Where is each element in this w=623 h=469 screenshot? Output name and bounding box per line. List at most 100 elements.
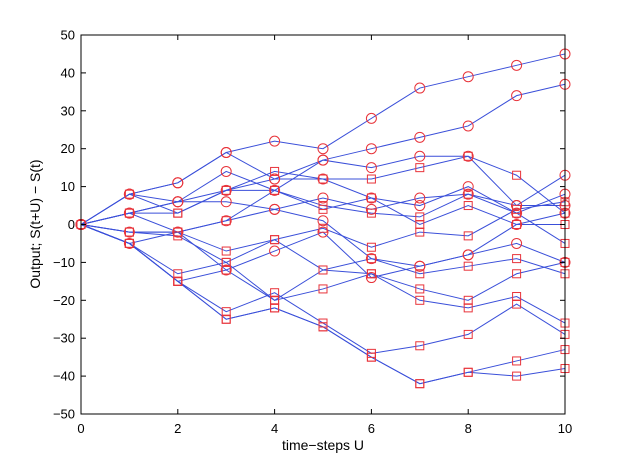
series-12-point-7 xyxy=(414,260,426,272)
series-9-point-9 xyxy=(511,219,523,230)
series-7-point-3 xyxy=(221,185,231,195)
series-8-point-4 xyxy=(270,185,280,195)
series-17-point-1 xyxy=(124,238,134,248)
series-8-point-3 xyxy=(221,216,231,226)
series-1-point-4 xyxy=(269,135,281,147)
y-tick-label: 10 xyxy=(61,179,75,194)
x-tick-label: 6 xyxy=(368,421,375,436)
series-6-point-6 xyxy=(365,203,377,215)
series-11-point-9 xyxy=(512,254,522,264)
series-3-point-1 xyxy=(123,188,135,200)
series-16-point-9 xyxy=(512,356,522,366)
series-15-point-9 xyxy=(512,299,522,309)
x-tick-label: 2 xyxy=(174,421,181,436)
series-17-point-3 xyxy=(221,314,231,324)
series-10-point-9 xyxy=(512,204,522,214)
series-8-point-9 xyxy=(512,220,522,229)
series-2-point-7 xyxy=(414,131,426,143)
series-1-point-6 xyxy=(365,112,377,124)
series-10-point-6 xyxy=(366,242,376,252)
series-8-point-5 xyxy=(318,204,328,214)
series-4-point-1 xyxy=(124,189,134,199)
series-3-point-5 xyxy=(317,154,329,166)
series-10-point-7 xyxy=(415,227,425,237)
series-5-point-7 xyxy=(414,200,426,212)
series-6-point-8 xyxy=(462,188,474,200)
series-14-point-7 xyxy=(415,295,425,305)
series-17-point-9 xyxy=(512,371,522,381)
axis-ticks: 0 2 4 6 8 10 −50 −40 −30 −20 −10 0 10 20 30 40 50 xyxy=(53,28,572,437)
series-11-point-4 xyxy=(270,235,280,245)
x-axis-title: time−steps U xyxy=(282,437,364,453)
series-9-point-3 xyxy=(220,215,232,227)
series-12-point-6 xyxy=(365,272,377,284)
series-2-point-6 xyxy=(365,143,377,155)
series-3-point-8 xyxy=(462,150,474,162)
y-tick-label: −50 xyxy=(53,407,75,422)
series-line-6 xyxy=(80,193,565,225)
x-tick-label: 10 xyxy=(558,421,572,436)
y-tick-label: 30 xyxy=(61,103,75,118)
series-12-point-3 xyxy=(220,264,232,276)
series-12-point-8 xyxy=(462,249,474,261)
series-13-point-7 xyxy=(415,284,425,294)
series-11-point-6 xyxy=(366,254,376,264)
y-tick-label: −40 xyxy=(53,369,75,384)
series-17-point-8 xyxy=(463,367,473,377)
series-7-point-2 xyxy=(173,208,183,218)
y-tick-label: 40 xyxy=(61,65,75,80)
series-15-point-4 xyxy=(270,288,280,298)
series-5-point-8 xyxy=(462,181,474,193)
x-tick-label: 4 xyxy=(271,421,278,436)
series-11-point-8 xyxy=(463,261,473,271)
series-17-point-4 xyxy=(270,303,280,313)
series-4-point-8 xyxy=(463,151,473,161)
series-4-point-5 xyxy=(318,174,328,184)
y-tick-label: −20 xyxy=(53,293,75,308)
series-12-point-5 xyxy=(317,226,329,238)
series-8-point-1 xyxy=(124,208,134,218)
series-1-point-8 xyxy=(462,71,474,83)
series-12-point-4 xyxy=(269,245,281,257)
series-4-point-7 xyxy=(415,163,425,173)
series-2-point-3 xyxy=(220,146,232,158)
series-2-point-8 xyxy=(462,120,474,132)
series-12-point-1 xyxy=(123,237,135,249)
series-13-point-9 xyxy=(512,269,522,279)
y-tick-label: 0 xyxy=(68,217,75,232)
series-6-point-7 xyxy=(414,192,426,204)
series-14-point-5 xyxy=(318,265,328,275)
series-14-point-8 xyxy=(463,303,473,313)
series-14-point-3 xyxy=(221,265,231,275)
series-10-point-5 xyxy=(318,223,328,233)
series-15-point-7 xyxy=(415,341,425,351)
series-6-point-5 xyxy=(317,192,329,204)
series-1-point-9 xyxy=(511,59,523,71)
series-17-point-5 xyxy=(318,322,328,332)
series-13-point-5 xyxy=(318,284,328,294)
series-9-point-1 xyxy=(123,226,135,238)
series-1-point-5 xyxy=(317,143,329,155)
series-11-point-2 xyxy=(173,231,183,241)
series-9-point-6 xyxy=(365,253,377,265)
series-11-point-7 xyxy=(415,269,425,279)
series-line-3 xyxy=(80,155,566,225)
series-8-point-6 xyxy=(366,193,376,203)
series-3-point-6 xyxy=(365,162,377,174)
series-5-point-9 xyxy=(511,207,523,219)
series-17-point-7 xyxy=(415,379,425,389)
series-5-point-4 xyxy=(269,173,281,185)
y-axis-title: Output; S(t+U) − S(t) xyxy=(27,159,43,288)
series-3-point-7 xyxy=(414,150,426,162)
series-6-point-1 xyxy=(123,207,135,219)
y-tick-label: −10 xyxy=(53,255,75,270)
series-4-point-9 xyxy=(512,170,522,180)
series-3-point-3 xyxy=(220,165,232,177)
series-10-point-8 xyxy=(463,231,473,241)
series-10-point-3 xyxy=(221,246,231,256)
x-tick-label: 0 xyxy=(77,421,84,436)
series-4-point-6 xyxy=(366,174,376,184)
series-8-point-8 xyxy=(463,201,473,211)
